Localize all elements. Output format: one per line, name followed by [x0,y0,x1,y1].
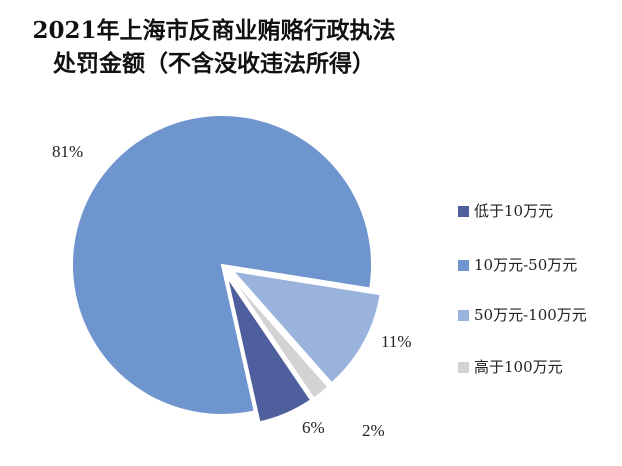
legend-item-10w-50w: 10万元-50万元 [458,254,618,276]
chart-title-line-1: 2021年上海市反商业贿赂行政执法 [32,17,396,44]
data-label-10w-50w: 81% [52,142,84,161]
legend-item-above-100w: 高于100万元 [458,356,618,378]
legend-label-50w-100w: 50万元-100万元 [474,306,587,324]
chart-title: 2021年上海市反商业贿赂行政执法 处罚金额（不含没收违法所得） [4,14,424,80]
legend-item-50w-100w: 50万元-100万元 [458,304,618,326]
pie-slice-above-100w [228,273,330,400]
legend-label-above-100w: 高于100万元 [474,358,563,376]
legend-swatch-50w-100w [458,310,469,321]
data-label-50w-100w: 11% [381,332,412,351]
legend-label-below-10w: 低于10万元 [474,202,554,220]
pie-slice-below-10w [225,275,313,424]
data-label-below-10w: 6% [302,418,325,437]
data-label-above-100w: 2% [362,421,385,440]
legend-swatch-10w-50w [458,260,469,271]
legend-swatch-above-100w [458,362,469,373]
pie-slice-10w-50w [71,114,373,416]
legend-label-10w-50w: 10万元-50万元 [474,256,578,274]
pie-slice-50w-100w [229,269,382,385]
chart-title-line-2: 处罚金额（不含没收违法所得） [53,50,375,77]
legend-item-below-10w: 低于10万元 [458,200,618,222]
legend-swatch-below-10w [458,206,469,217]
